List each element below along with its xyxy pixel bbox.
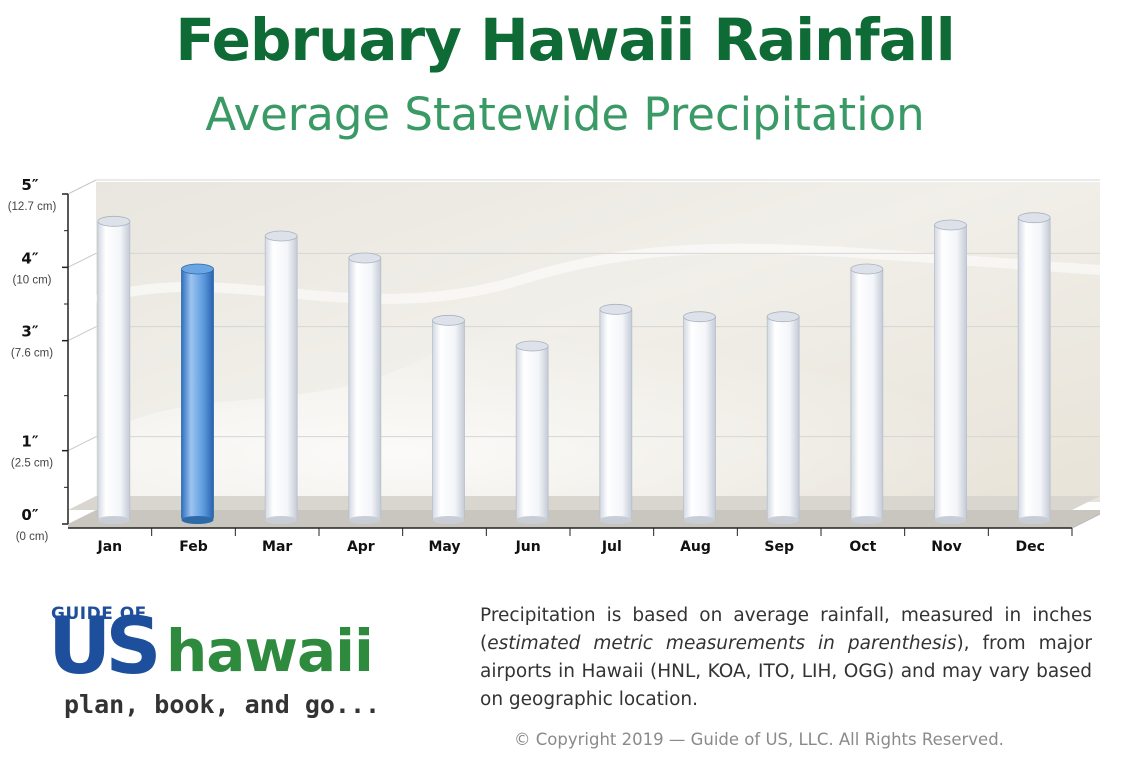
- chart-floor-edge: [68, 510, 1100, 528]
- bar-base-may: [432, 516, 465, 524]
- bar-apr: [348, 255, 382, 521]
- gridline-depth: [67, 326, 97, 342]
- x-tick-label-may: May: [428, 539, 460, 555]
- x-tick-label-feb: Feb: [179, 539, 208, 555]
- y-tick-sublabel: (2.5 cm): [11, 458, 53, 470]
- bar-base-apr: [348, 516, 381, 524]
- bar-cap-aug: [683, 311, 716, 323]
- logo-us-text: US: [48, 602, 161, 692]
- note-text-2: ), from major airports in Hawaii (HNL, K…: [480, 633, 1093, 710]
- bar-cap-dec: [1017, 212, 1051, 224]
- x-tick-label-jan: Jan: [97, 539, 123, 555]
- bar-jun: [515, 343, 549, 521]
- bar-cap-jun: [515, 340, 549, 352]
- x-tick-label-aug: Aug: [680, 539, 711, 555]
- bar-cap-may: [432, 314, 465, 326]
- chart-foam-shape: [96, 312, 1100, 514]
- chart-title: February Hawaii Rainfall: [175, 6, 955, 74]
- bar-jul: [599, 306, 633, 521]
- bar-base-feb: [181, 516, 214, 524]
- gridline-depth: [67, 252, 97, 268]
- bar-base-aug: [683, 516, 716, 524]
- bar-oct: [850, 266, 884, 521]
- bar-nov: [934, 222, 967, 521]
- chart-wave-line: [94, 243, 1101, 305]
- guide-of-us-hawaii-logo[interactable]: GUIDE OF US hawaii plan, book, and go...: [48, 604, 418, 724]
- bar-cap-oct: [850, 263, 884, 275]
- rainfall-bar-chart: 0″ (0 cm) 1″ (2.5 cm) 3″ (7.6 cm) 4″ (10 cm) 5″ (…: [8, 176, 1101, 555]
- bar-cap-mar: [264, 230, 298, 242]
- bar-cap-jan: [97, 215, 131, 227]
- y-tick-sublabel: (10 cm): [13, 274, 52, 286]
- x-tick-label-nov: Nov: [931, 539, 961, 555]
- bar-base-dec: [1018, 516, 1051, 524]
- bar-sep: [766, 314, 800, 521]
- precipitation-note: Precipitation is based on average rainfa…: [480, 602, 1092, 714]
- bar-dec: [1017, 215, 1051, 521]
- x-tick-label-jun: Jun: [515, 539, 541, 555]
- logo-tagline: plan, book, and go...: [64, 690, 381, 719]
- gridline-depth: [67, 179, 97, 195]
- bar-base-sep: [767, 516, 800, 524]
- logo-guide-of-text: GUIDE OF: [51, 604, 147, 624]
- y-tick-sublabel: (7.6 cm): [11, 348, 53, 360]
- x-tick-label-dec: Dec: [1015, 539, 1044, 555]
- bar-cap-sep: [766, 311, 800, 323]
- x-tick-label-apr: Apr: [347, 539, 375, 555]
- bar-base-nov: [934, 516, 967, 524]
- x-axis-depth: [1071, 513, 1101, 529]
- bar-base-mar: [265, 516, 298, 524]
- bar-cap-apr: [348, 252, 382, 264]
- y-tick-label: 0″: [21, 506, 38, 524]
- note-italic-text: estimated metric measurements in parenth…: [487, 633, 957, 654]
- y-tick-sublabel: (12.7 cm): [8, 201, 57, 213]
- x-tick-label-jul: Jul: [601, 539, 622, 555]
- gridline-depth: [67, 436, 97, 452]
- bar-jan: [97, 218, 131, 521]
- bar-cap-feb: [181, 263, 214, 275]
- bar-base-jul: [599, 516, 632, 524]
- bar-mar: [264, 233, 298, 521]
- y-tick-label: 4″: [21, 249, 38, 267]
- bar-base-jun: [516, 516, 549, 524]
- note-text-1: Precipitation is based on average rainfa…: [480, 605, 1092, 654]
- bar-base-jan: [97, 516, 130, 524]
- chart-subtitle: Average Statewide Precipitation: [205, 88, 925, 141]
- bar-cap-jul: [599, 303, 633, 315]
- y-tick-label: 3″: [21, 323, 38, 341]
- y-tick-label: 5″: [21, 176, 38, 194]
- bar-feb: [181, 266, 214, 521]
- chart-floor: [68, 496, 1100, 510]
- x-tick-label-oct: Oct: [849, 539, 876, 555]
- y-tick-sublabel: (0 cm): [16, 531, 49, 543]
- bar-cap-nov: [934, 219, 967, 231]
- x-tick-label-mar: Mar: [262, 539, 292, 555]
- y-tick-label: 1″: [21, 433, 38, 451]
- x-tick-label-sep: Sep: [764, 539, 794, 555]
- logo-hawaii-text: hawaii: [166, 617, 374, 685]
- copyright-text: © Copyright 2019 — Guide of US, LLC. All…: [514, 730, 1004, 749]
- bar-base-oct: [850, 516, 883, 524]
- bar-aug: [683, 314, 716, 521]
- bar-may: [432, 317, 465, 521]
